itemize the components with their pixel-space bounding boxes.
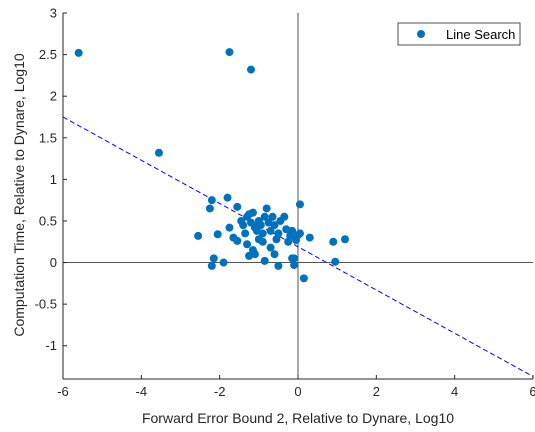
data-point bbox=[270, 221, 279, 230]
data-point bbox=[241, 229, 250, 238]
zero-lines bbox=[63, 13, 533, 379]
y-tick-label: 0.5 bbox=[39, 213, 57, 228]
x-tick-label: -2 bbox=[214, 384, 226, 399]
legend: Line Search bbox=[397, 22, 521, 46]
data-point bbox=[274, 261, 283, 270]
data-point bbox=[225, 48, 234, 57]
y-tick-label: 3 bbox=[50, 6, 57, 21]
data-point bbox=[225, 223, 234, 232]
x-tick-label: -6 bbox=[57, 384, 69, 399]
data-point bbox=[292, 236, 301, 245]
data-point bbox=[268, 212, 277, 221]
data-point bbox=[280, 212, 289, 221]
y-tick-label: 0 bbox=[50, 255, 57, 270]
x-tick-label: 4 bbox=[451, 384, 458, 399]
data-point bbox=[223, 193, 232, 202]
data-points bbox=[74, 48, 349, 283]
data-point bbox=[262, 204, 271, 213]
x-tick-label: 2 bbox=[373, 384, 380, 399]
y-tick-label: -0.5 bbox=[35, 297, 57, 312]
data-point bbox=[250, 250, 259, 259]
data-point bbox=[331, 257, 340, 266]
data-point bbox=[290, 261, 299, 270]
data-point bbox=[295, 200, 304, 209]
data-point bbox=[205, 204, 214, 213]
y-tick-label: 1.5 bbox=[39, 130, 57, 145]
x-tick-label: -4 bbox=[136, 384, 148, 399]
x-tick-label: 6 bbox=[529, 384, 535, 399]
y-axis-label: Computation Time, Relative to Dynare, Lo… bbox=[11, 53, 27, 336]
y-tick-label: 2.5 bbox=[39, 47, 57, 62]
y-tick-labels: -1 -0.5 0 0.5 1 1.5 2 2.5 3 bbox=[35, 6, 57, 354]
data-point bbox=[213, 230, 222, 239]
data-point bbox=[341, 235, 349, 244]
fit-line bbox=[62, 116, 534, 377]
x-tick-labels: -6 -4 -2 0 2 4 6 bbox=[57, 384, 535, 399]
data-point bbox=[288, 254, 297, 263]
x-tick-label: 0 bbox=[294, 384, 301, 399]
fit-line-layer bbox=[62, 116, 534, 377]
data-point bbox=[154, 148, 163, 157]
data-point bbox=[299, 274, 308, 283]
data-point bbox=[274, 229, 283, 238]
data-point bbox=[329, 237, 338, 246]
data-point bbox=[288, 226, 297, 235]
data-point bbox=[233, 236, 242, 245]
data-point bbox=[219, 258, 228, 267]
data-point bbox=[194, 231, 203, 240]
data-point bbox=[266, 243, 275, 252]
data-point bbox=[260, 212, 269, 221]
data-point bbox=[305, 233, 314, 242]
data-point bbox=[254, 235, 263, 244]
data-point bbox=[243, 240, 252, 249]
data-point bbox=[207, 196, 216, 205]
data-point bbox=[260, 256, 269, 265]
data-point bbox=[239, 221, 248, 230]
legend-label: Line Search bbox=[446, 27, 515, 42]
data-point bbox=[295, 229, 304, 238]
data-point bbox=[270, 250, 279, 259]
data-point bbox=[207, 261, 216, 270]
x-axis-label: Forward Error Bound 2, Relative to Dynar… bbox=[142, 410, 454, 426]
data-point bbox=[248, 208, 257, 217]
legend-box bbox=[397, 22, 521, 46]
data-point bbox=[233, 202, 242, 211]
data-point bbox=[258, 229, 267, 238]
y-tick-label: 1 bbox=[50, 172, 57, 187]
data-point bbox=[256, 221, 265, 230]
y-tick-label: 2 bbox=[50, 89, 57, 104]
data-point bbox=[266, 226, 275, 235]
y-tick-label: -1 bbox=[45, 338, 57, 353]
data-point bbox=[247, 65, 255, 74]
data-point bbox=[209, 254, 218, 263]
legend-marker bbox=[417, 30, 425, 38]
data-point bbox=[74, 48, 83, 57]
tick-marks bbox=[62, 12, 534, 379]
